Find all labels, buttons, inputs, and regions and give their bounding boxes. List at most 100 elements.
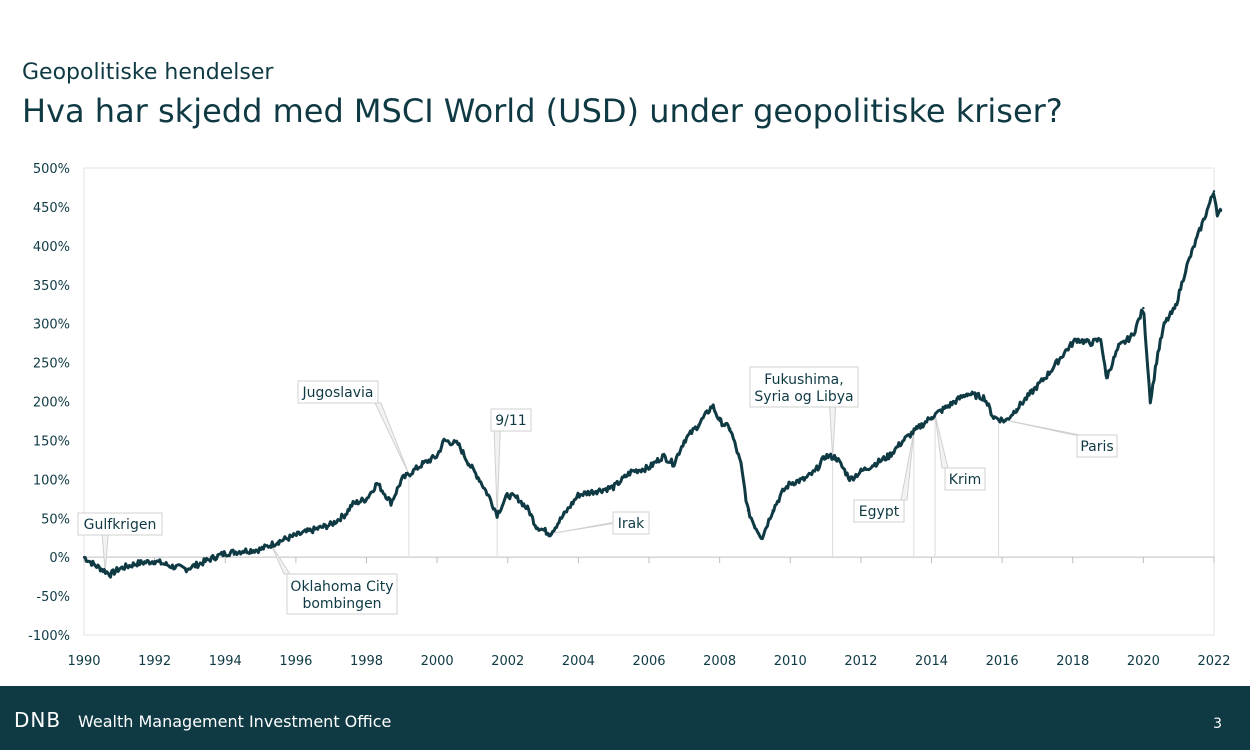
x-tick-label: 2004 xyxy=(562,654,595,669)
annotation-box xyxy=(944,467,986,491)
data-point xyxy=(344,513,347,516)
annotation-label: Oklahoma City bombingen xyxy=(290,579,393,612)
y-tick-label: 300% xyxy=(33,318,70,333)
data-point xyxy=(329,523,333,526)
data-point xyxy=(718,419,721,423)
annotation-label: 9/11 xyxy=(495,413,526,429)
data-point xyxy=(548,532,552,536)
footer-bar: DNB Wealth Management Investment Office … xyxy=(0,686,1250,750)
data-point xyxy=(495,513,499,516)
data-point xyxy=(241,549,245,553)
x-tick-label: 1990 xyxy=(67,654,100,669)
data-point xyxy=(457,443,460,446)
annotation-box xyxy=(749,366,859,408)
annotation-connector xyxy=(934,414,949,469)
data-point xyxy=(1046,373,1050,376)
x-tick-label: 2016 xyxy=(986,654,1019,669)
data-point xyxy=(1219,209,1223,213)
annotation-connector xyxy=(829,406,837,458)
data-point xyxy=(672,462,675,465)
data-point xyxy=(729,427,732,430)
y-tick-label: 0% xyxy=(49,551,70,566)
annotation-box xyxy=(1076,434,1118,458)
data-point xyxy=(1163,322,1166,325)
data-point xyxy=(1099,338,1103,341)
annotation-connector xyxy=(374,402,410,475)
data-point xyxy=(1117,345,1120,349)
x-tick-label: 1992 xyxy=(138,654,171,669)
data-point xyxy=(527,509,531,512)
annotation-box xyxy=(853,499,905,523)
data-point xyxy=(683,439,686,442)
x-tick-label: 2020 xyxy=(1127,654,1160,669)
data-point xyxy=(1142,306,1145,310)
page-subtitle: Geopolitiske hendelser xyxy=(22,60,274,85)
annotation-box xyxy=(297,380,379,404)
dnb-logo: DNB xyxy=(14,708,62,732)
data-point xyxy=(630,470,633,473)
data-point xyxy=(312,528,315,532)
data-point xyxy=(760,536,764,539)
data-point xyxy=(1064,349,1067,353)
annotation-box xyxy=(286,573,398,615)
y-tick-label: -50% xyxy=(36,590,70,605)
annotation-label: Irak xyxy=(618,516,645,532)
data-point xyxy=(594,489,598,493)
data-point xyxy=(1131,334,1134,337)
data-point xyxy=(517,497,520,500)
annotation-label: Gulfkrigen xyxy=(84,517,157,533)
x-tick-label: 1998 xyxy=(350,654,383,669)
annotation-label: Krim xyxy=(949,472,981,488)
annotation-box xyxy=(490,408,532,432)
chart: 500% 450% 400% 350% 300% 250% 200% 150% 100% 50% 0… xyxy=(28,162,1230,669)
y-tick-label: 250% xyxy=(33,357,70,372)
annotation-label: Paris xyxy=(1080,439,1113,455)
data-point xyxy=(711,404,714,407)
data-point xyxy=(390,501,393,504)
data-point xyxy=(983,396,986,399)
annotation-connector xyxy=(270,544,291,575)
annotation-connector xyxy=(550,522,617,535)
x-tick-label: 2012 xyxy=(844,654,877,669)
data-point xyxy=(421,462,425,465)
y-tick-label: 100% xyxy=(33,473,70,488)
annotation-box xyxy=(77,512,163,536)
data-point xyxy=(1184,267,1187,271)
data-point xyxy=(1173,306,1177,310)
data-point xyxy=(185,567,188,571)
series-line-msci-world xyxy=(83,192,1223,579)
annotation-connector xyxy=(998,418,1081,436)
data-point xyxy=(199,562,202,565)
y-tick-label: 450% xyxy=(33,201,70,216)
data-point xyxy=(697,423,700,427)
data-point xyxy=(1015,408,1018,411)
data-point xyxy=(1198,229,1202,232)
data-point xyxy=(375,482,379,485)
data-point xyxy=(109,573,112,576)
data-point xyxy=(859,470,863,473)
data-point xyxy=(661,454,665,458)
x-tick-label: 2000 xyxy=(421,654,454,669)
data-point xyxy=(411,470,414,473)
x-tick-label: 1996 xyxy=(279,654,312,669)
annotation-label: Egypt xyxy=(859,504,900,520)
data-point xyxy=(813,470,817,473)
y-tick-label: 200% xyxy=(33,396,70,411)
data-point xyxy=(824,454,827,458)
data-point xyxy=(277,540,280,543)
data-point xyxy=(916,427,919,430)
x-tick-label: 2018 xyxy=(1056,654,1089,669)
data-point xyxy=(213,555,216,559)
data-point xyxy=(488,497,492,500)
data-point xyxy=(577,493,580,497)
data-point xyxy=(478,478,481,481)
data-point xyxy=(467,462,471,465)
annotation-box xyxy=(612,511,650,535)
data-point xyxy=(887,454,891,458)
annotation-connector xyxy=(101,534,109,572)
data-point xyxy=(259,548,262,551)
data-point xyxy=(965,392,969,395)
data-point xyxy=(902,439,905,442)
data-point xyxy=(873,462,877,465)
annotation-label: Fukushima, Syria og Libya xyxy=(754,372,853,405)
